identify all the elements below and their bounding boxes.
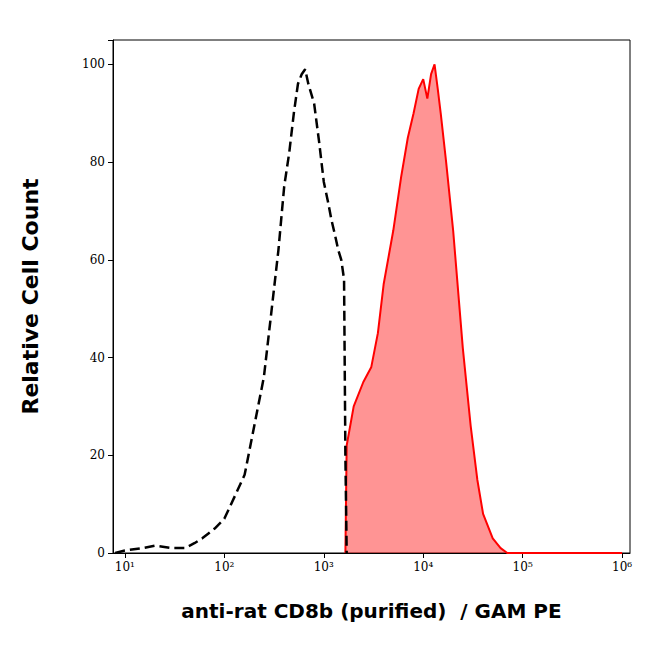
svg-text:10¹: 10¹ — [115, 560, 135, 574]
svg-text:10⁵: 10⁵ — [513, 560, 533, 574]
svg-text:anti-rat CD8b (purified) / GA: anti-rat CD8b (purified) / GAM PE — [181, 599, 561, 623]
svg-text:Relative Cell Count: Relative Cell Count — [18, 178, 43, 415]
svg-text:10⁴: 10⁴ — [413, 560, 433, 574]
svg-text:10⁶: 10⁶ — [612, 560, 632, 574]
svg-text:100: 100 — [82, 57, 105, 71]
svg-text:20: 20 — [90, 448, 105, 462]
svg-text:10³: 10³ — [314, 560, 334, 574]
svg-text:10²: 10² — [214, 560, 234, 574]
svg-text:80: 80 — [90, 155, 105, 169]
svg-text:40: 40 — [90, 351, 105, 365]
svg-text:0: 0 — [97, 546, 105, 560]
svg-text:60: 60 — [90, 253, 105, 267]
